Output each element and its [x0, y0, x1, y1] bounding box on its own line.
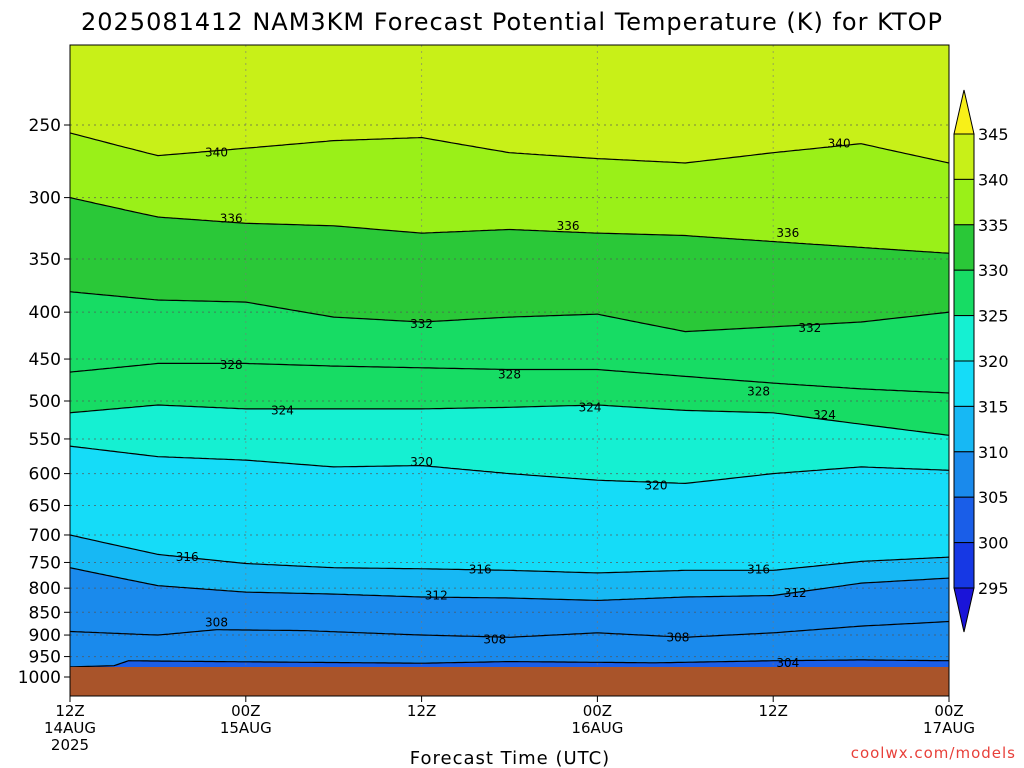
x-tick-label-0-line2: 14AUG [44, 719, 96, 737]
colorbar-bottom-arrow [953, 587, 975, 633]
y-tick-label-1000: 1000 [18, 668, 61, 688]
colorbar-label-340: 340 [978, 170, 1009, 189]
colorbar-label-335: 335 [978, 216, 1009, 235]
y-tick-label-800: 800 [29, 579, 61, 599]
x-tick-label-60-line1: 00Z [934, 702, 963, 720]
contour-line-328 [70, 362, 949, 394]
colorbar-swatch-8 [953, 496, 975, 544]
contour-label-312: 312 [784, 586, 807, 600]
colorbar-label-310: 310 [978, 443, 1009, 462]
contour-label-336: 336 [776, 226, 799, 240]
contour-line-304 [70, 659, 949, 668]
colorbar-top-arrow [953, 89, 975, 135]
y-tick-label-700: 700 [29, 526, 61, 546]
contour-label-328: 328 [220, 358, 243, 372]
y-tick-label-950: 950 [29, 648, 61, 668]
colorbar-swatch-2 [953, 224, 975, 271]
colorbar-label-315: 315 [978, 397, 1009, 416]
colorbar-swatch-6 [953, 405, 975, 453]
y-tick-label-550: 550 [29, 430, 61, 450]
colorbar-label-345: 345 [978, 125, 1009, 144]
chart-title: 2025081412 NAM3KM Forecast Potential Tem… [81, 8, 943, 36]
y-tick-label-900: 900 [29, 626, 61, 646]
band-fill-340 [70, 45, 949, 163]
y-tick-label-400: 400 [29, 303, 61, 323]
colorbar-legend: 295 300 305 310 315 320 325 330 335 340 345 [953, 89, 1009, 633]
colorbar-label-300: 300 [978, 534, 1009, 553]
y-tick-label-750: 750 [29, 553, 61, 573]
contour-line-340 [70, 132, 949, 164]
contour-line-316 [70, 534, 949, 574]
contour-line-308 [70, 620, 949, 638]
y-tick-label-600: 600 [29, 465, 61, 485]
colorbar-swatch-4 [953, 315, 975, 362]
contour-label-324: 324 [813, 408, 836, 422]
contour-label-308: 308 [667, 630, 690, 644]
colorbar-swatch-5 [953, 360, 975, 407]
y-tick-label-850: 850 [29, 603, 61, 623]
contour-label-324: 324 [271, 403, 294, 417]
colorbar-swatch-9 [953, 542, 975, 589]
contour-line-324 [70, 404, 949, 436]
contour-label-340: 340 [828, 137, 851, 151]
contour-label-316: 316 [747, 562, 770, 576]
contour-line-312 [70, 567, 949, 602]
x-tick-label-48-line1: 12Z [759, 702, 788, 720]
colorbar-label-330: 330 [978, 261, 1009, 280]
y-tick-label-250: 250 [29, 116, 61, 136]
x-tick-label-12-line2: 15AUG [220, 719, 272, 737]
colorbar-label-320: 320 [978, 352, 1009, 371]
x-tick-label-24-line1: 12Z [407, 702, 436, 720]
x-tick-label-0-line3: 2025 [51, 736, 89, 754]
contour-label-308: 308 [483, 632, 506, 646]
colorbar-label-295: 295 [978, 579, 1009, 598]
y-axis: 250 300 350 400 450 500 550 600 650 700 750 800 850 9… [18, 116, 70, 688]
contour-label-340: 340 [205, 146, 228, 160]
contour-line-336 [70, 197, 949, 254]
colorbar-swatch-1 [953, 178, 975, 226]
y-tick-label-300: 300 [29, 189, 61, 209]
contour-labels: 340 340 336 336 336 332 332 328 328 328 324 324 324 3… [176, 137, 851, 670]
contour-line-332 [70, 291, 949, 333]
contour-label-336: 336 [220, 211, 243, 225]
colorbar-label-305: 305 [978, 488, 1009, 507]
contour-label-304: 304 [776, 656, 799, 670]
x-tick-label-60-line2: 17AUG [923, 719, 975, 737]
x-tick-label-12-line1: 00Z [231, 702, 260, 720]
contour-label-316: 316 [176, 550, 199, 564]
contour-label-324: 324 [579, 400, 602, 414]
colorbar-swatch-7 [953, 451, 975, 498]
contour-label-336: 336 [557, 219, 580, 233]
y-tick-label-650: 650 [29, 496, 61, 516]
contour-label-308: 308 [205, 615, 228, 629]
colorbar-swatch-0 [953, 133, 975, 180]
ground-surface [70, 667, 949, 696]
isentrope-contours [70, 132, 949, 668]
colorbar-swatch-3 [953, 269, 975, 317]
contour-line-320 [70, 445, 949, 485]
y-tick-label-350: 350 [29, 250, 61, 270]
contour-label-332: 332 [410, 317, 433, 331]
contour-label-312: 312 [425, 589, 448, 603]
contour-label-316: 316 [469, 562, 492, 576]
x-axis-title: Forecast Time (UTC) [410, 748, 610, 768]
contour-label-320: 320 [410, 455, 433, 469]
x-tick-label-36-line1: 00Z [583, 702, 612, 720]
colorbar-label-325: 325 [978, 307, 1009, 326]
contour-label-328: 328 [747, 384, 770, 398]
plot-area [70, 45, 949, 696]
contour-label-328: 328 [498, 368, 521, 382]
x-tick-label-0-line1: 12Z [55, 702, 84, 720]
plot-frame [69, 44, 950, 697]
credit-text: coolwx.com/models [851, 744, 1016, 762]
y-tick-label-450: 450 [29, 350, 61, 370]
y-tick-label-500: 500 [29, 392, 61, 412]
contour-label-320: 320 [645, 478, 668, 492]
x-tick-label-36-line2: 16AUG [571, 719, 623, 737]
contour-label-332: 332 [798, 321, 821, 335]
